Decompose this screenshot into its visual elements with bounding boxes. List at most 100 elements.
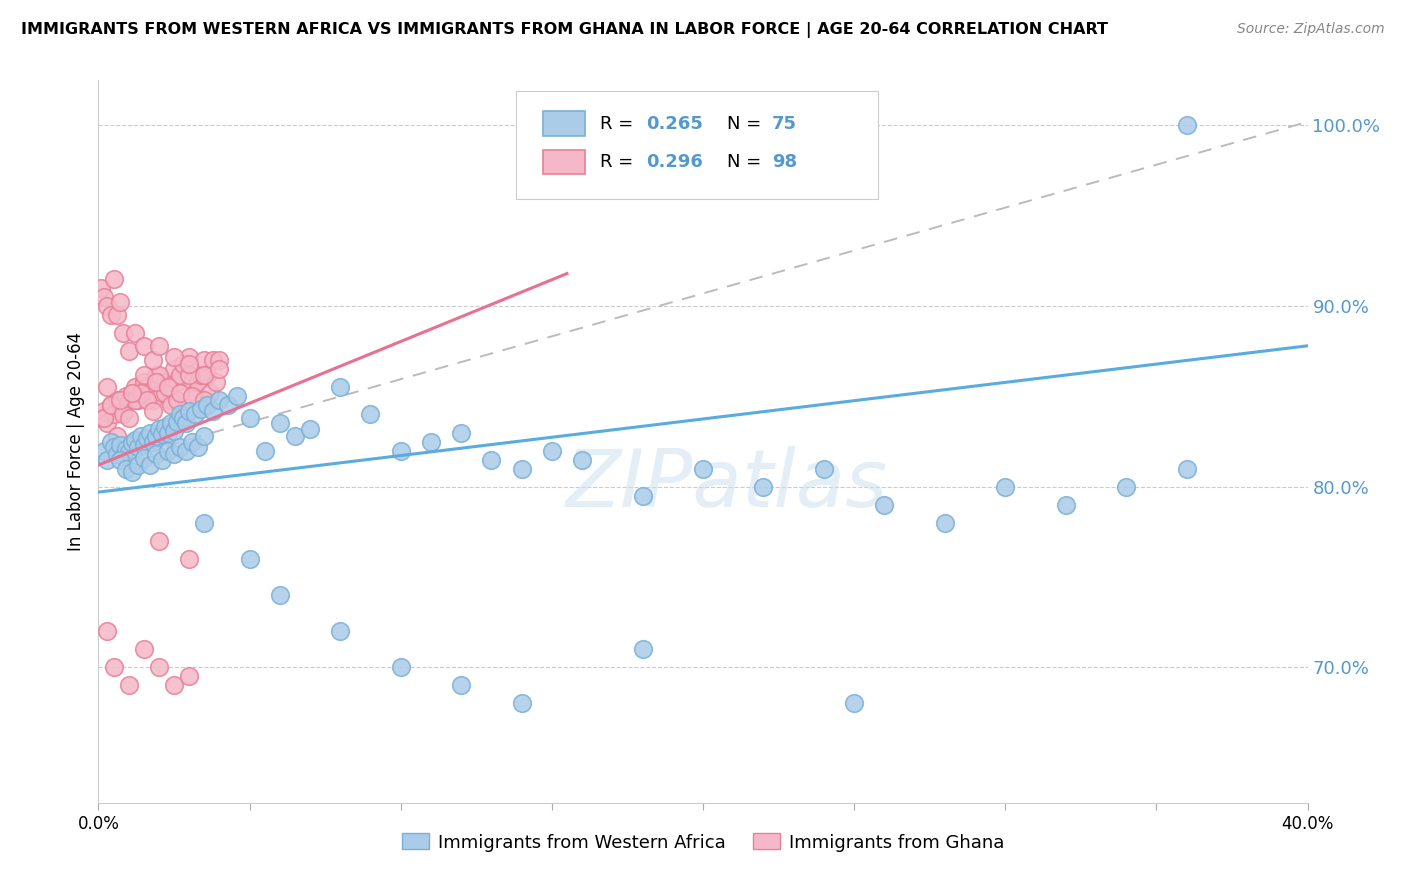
- Point: [132, 450, 155, 465]
- Point: [239, 552, 262, 566]
- Point: [93, 290, 115, 304]
- Point: [329, 624, 352, 639]
- Point: [195, 368, 218, 382]
- Point: [208, 353, 231, 368]
- Point: [172, 357, 194, 371]
- Point: [96, 452, 118, 467]
- Point: [179, 552, 201, 566]
- Point: [195, 398, 218, 412]
- Point: [150, 427, 173, 442]
- Point: [205, 375, 228, 389]
- Point: [124, 392, 146, 407]
- Text: 98: 98: [772, 153, 797, 171]
- Point: [111, 408, 134, 422]
- Point: [510, 461, 533, 475]
- Point: [187, 375, 209, 389]
- Point: [103, 408, 125, 422]
- Point: [121, 385, 143, 400]
- Point: [179, 350, 201, 364]
- Point: [208, 362, 231, 376]
- Point: [160, 398, 183, 412]
- Point: [389, 443, 412, 458]
- Point: [105, 447, 128, 461]
- Point: [118, 445, 141, 459]
- Point: [1175, 461, 1198, 475]
- Point: [169, 368, 191, 382]
- Text: 0.265: 0.265: [647, 115, 703, 133]
- Point: [200, 385, 222, 400]
- Point: [163, 424, 186, 438]
- Point: [153, 375, 176, 389]
- Point: [813, 461, 835, 475]
- Point: [142, 353, 165, 368]
- Point: [139, 385, 162, 400]
- Point: [124, 433, 146, 447]
- Point: [193, 516, 215, 530]
- Point: [129, 429, 152, 443]
- Point: [148, 422, 170, 436]
- Point: [132, 375, 155, 389]
- Point: [193, 392, 215, 407]
- Point: [389, 660, 412, 674]
- Point: [93, 411, 115, 425]
- Point: [166, 375, 188, 389]
- Text: 75: 75: [772, 115, 797, 133]
- Text: R =: R =: [600, 153, 640, 171]
- Point: [108, 295, 131, 310]
- Point: [450, 678, 472, 692]
- Point: [129, 385, 152, 400]
- Point: [160, 392, 183, 407]
- Point: [118, 411, 141, 425]
- Point: [118, 678, 141, 692]
- Point: [142, 392, 165, 407]
- Text: R =: R =: [600, 115, 640, 133]
- Point: [174, 417, 197, 431]
- Point: [187, 440, 209, 454]
- Point: [103, 440, 125, 454]
- Point: [156, 425, 179, 440]
- Point: [142, 404, 165, 418]
- Point: [96, 624, 118, 639]
- Point: [934, 516, 956, 530]
- Point: [193, 353, 215, 368]
- Point: [752, 480, 775, 494]
- Point: [193, 368, 215, 382]
- Point: [121, 436, 143, 450]
- Point: [145, 447, 167, 461]
- Point: [100, 434, 122, 449]
- Point: [873, 498, 896, 512]
- Point: [127, 458, 149, 472]
- Point: [193, 429, 215, 443]
- Point: [103, 660, 125, 674]
- Point: [100, 398, 122, 412]
- Point: [163, 447, 186, 461]
- Point: [269, 417, 291, 431]
- Point: [1115, 480, 1137, 494]
- Point: [540, 443, 562, 458]
- Point: [160, 417, 183, 431]
- Point: [172, 411, 194, 425]
- Point: [103, 272, 125, 286]
- Point: [129, 385, 152, 400]
- Point: [148, 660, 170, 674]
- Point: [127, 440, 149, 454]
- Point: [105, 392, 128, 407]
- Point: [124, 380, 146, 394]
- Point: [105, 308, 128, 322]
- Point: [148, 339, 170, 353]
- Point: [111, 449, 134, 463]
- Point: [135, 392, 157, 407]
- Text: N =: N =: [727, 153, 768, 171]
- Point: [150, 452, 173, 467]
- Point: [360, 408, 382, 422]
- Point: [127, 392, 149, 407]
- Point: [111, 404, 134, 418]
- Point: [844, 697, 866, 711]
- Point: [184, 408, 207, 422]
- Point: [135, 380, 157, 394]
- Text: ZIPatlas: ZIPatlas: [567, 446, 889, 524]
- Point: [153, 420, 176, 434]
- Point: [90, 411, 112, 425]
- Point: [163, 678, 186, 692]
- Point: [181, 389, 204, 403]
